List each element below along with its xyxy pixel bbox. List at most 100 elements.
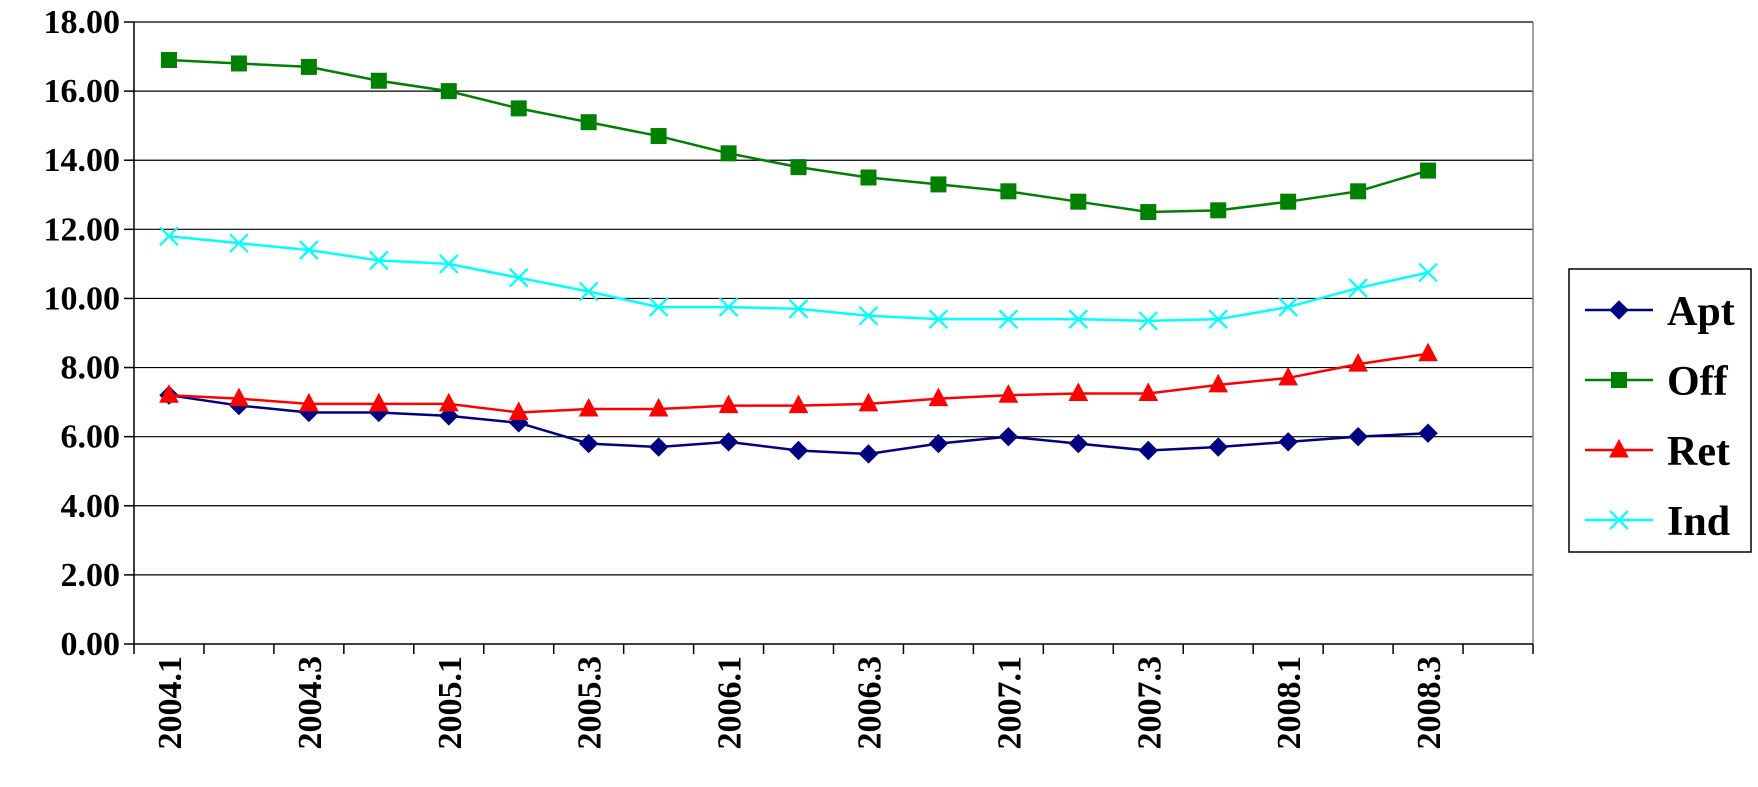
point-apt — [998, 426, 1019, 447]
point-apt — [1208, 437, 1228, 457]
x-tick-label: 2004.1 — [152, 656, 189, 750]
point-ret — [648, 397, 669, 417]
point-ret — [508, 401, 529, 420]
point-apt — [1418, 423, 1438, 443]
point-off — [1070, 193, 1087, 210]
point-off — [650, 128, 667, 145]
point-apt — [1138, 440, 1158, 461]
x-tick-label: 2007.1 — [991, 656, 1028, 750]
legend-marker-apt — [1609, 300, 1629, 320]
point-off — [720, 145, 737, 162]
x-tick-label: 2007.3 — [1131, 656, 1168, 750]
point-apt — [578, 433, 599, 454]
point-off — [370, 72, 387, 89]
point-apt — [439, 406, 459, 426]
point-ind — [998, 309, 1019, 329]
point-ret — [858, 392, 879, 412]
point-ind — [928, 309, 949, 329]
point-ret — [1278, 366, 1299, 386]
point-ind — [1278, 297, 1298, 317]
legend-label-ret: Ret — [1667, 429, 1730, 475]
point-ind — [788, 299, 809, 319]
point-ret — [928, 387, 949, 407]
legend-label-ind: Ind — [1667, 499, 1730, 545]
point-off — [160, 52, 177, 69]
point-apt — [928, 433, 949, 454]
point-ind — [1208, 309, 1229, 329]
point-ret — [998, 384, 1019, 403]
point-ind — [1348, 278, 1368, 298]
point-ret — [299, 392, 319, 412]
legend-box — [1568, 268, 1752, 553]
y-tick-label: 14.00 — [44, 142, 121, 179]
point-off — [1140, 204, 1157, 221]
point-ind — [229, 233, 249, 253]
point-ret — [1208, 373, 1229, 393]
point-ind — [1138, 311, 1159, 331]
x-tick-label: 2004.3 — [292, 656, 329, 750]
point-off — [790, 159, 807, 176]
x-tick-label: 2006.3 — [851, 656, 888, 750]
point-off — [580, 114, 597, 131]
point-ret — [718, 394, 739, 414]
point-off — [860, 169, 877, 186]
point-ind — [438, 254, 459, 274]
y-tick-label: 16.00 — [44, 73, 121, 110]
point-apt — [1278, 432, 1298, 452]
y-tick-label: 10.00 — [44, 280, 121, 317]
point-apt — [1348, 426, 1368, 447]
y-tick-label: 0.00 — [61, 626, 121, 663]
point-ret — [1138, 382, 1159, 401]
point-ind — [369, 250, 389, 271]
point-ind — [1068, 309, 1089, 329]
y-tick-label: 12.00 — [44, 211, 121, 248]
point-off — [930, 176, 947, 193]
point-off — [300, 58, 317, 75]
point-apt — [1068, 433, 1089, 454]
point-apt — [648, 437, 669, 457]
point-ret — [1418, 342, 1438, 362]
point-off — [1210, 202, 1227, 219]
point-ind — [159, 226, 179, 247]
point-off — [1420, 162, 1437, 179]
point-ret — [438, 392, 459, 412]
x-tick-label: 2006.1 — [712, 656, 749, 750]
point-ind — [578, 281, 599, 302]
point-apt — [718, 432, 739, 452]
point-ret — [229, 387, 249, 407]
y-tick-label: 8.00 — [61, 350, 121, 387]
series-line-off — [168, 58, 1429, 214]
legend-marker-ret — [1609, 438, 1629, 458]
point-off — [1350, 183, 1367, 200]
legend-label-apt: Apt — [1667, 289, 1735, 335]
x-tick-label: 2005.3 — [572, 656, 609, 750]
point-off — [1280, 193, 1297, 210]
point-off — [1000, 183, 1017, 200]
point-apt — [858, 444, 879, 464]
point-ret — [1068, 382, 1089, 401]
x-tick-label: 2008.3 — [1411, 656, 1448, 750]
legend-marker-ind — [1609, 510, 1629, 530]
point-apt — [788, 440, 809, 461]
point-ind — [508, 267, 529, 288]
y-tick-label: 6.00 — [61, 419, 121, 456]
point-ret — [1348, 353, 1368, 372]
point-ret — [368, 392, 389, 412]
point-ret — [788, 394, 809, 414]
y-tick-label: 4.00 — [61, 488, 121, 525]
legend-label-off: Off — [1667, 359, 1729, 405]
legend-marker-off — [1611, 372, 1627, 388]
y-tick-label: 2.00 — [61, 557, 121, 594]
point-ind — [299, 240, 319, 260]
point-off — [510, 100, 527, 117]
point-ret — [578, 397, 599, 417]
point-ind — [718, 297, 739, 317]
y-tick-label: 18.00 — [44, 4, 121, 41]
point-ind — [858, 305, 879, 326]
point-ret — [159, 384, 179, 403]
point-off — [440, 83, 457, 100]
x-tick-label: 2008.1 — [1271, 656, 1308, 750]
x-tick-label: 2005.1 — [432, 656, 469, 750]
